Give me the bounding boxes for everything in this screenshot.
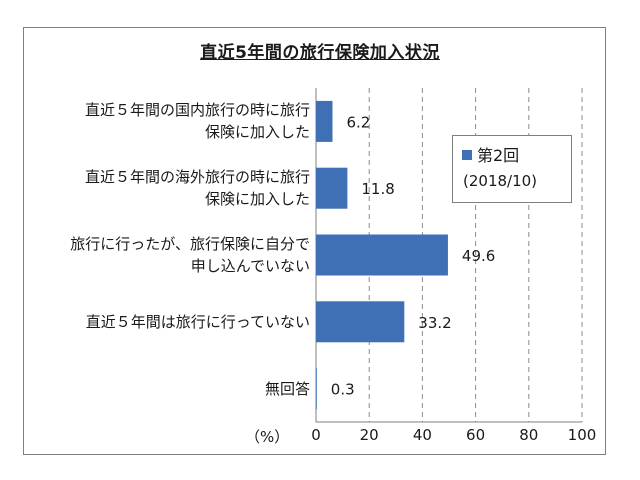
x-tick-label: 40 xyxy=(412,426,432,444)
legend-series-name: 第2回 xyxy=(477,146,520,165)
category-label: 直近５年間の海外旅行の時に旅行保険に加入した xyxy=(28,166,310,210)
category-label-line: 保険に加入した xyxy=(204,190,310,209)
bar xyxy=(316,234,448,276)
x-tick-label: 0 xyxy=(311,426,321,444)
category-label-line: 直近５年間の海外旅行の時に旅行 xyxy=(84,168,310,187)
category-label: 旅行に行ったが、旅行保険に自分で申し込んでいない xyxy=(28,233,310,277)
bar xyxy=(316,301,405,343)
category-label-line: 旅行に行ったが、旅行保険に自分で xyxy=(70,235,310,253)
category-label-line: 保険に加入した xyxy=(204,123,310,142)
category-label: 無回答 xyxy=(28,378,310,400)
x-tick-label: 100 xyxy=(567,426,597,444)
chart-frame xyxy=(23,27,606,455)
category-label-line: 申し込んでいない xyxy=(190,257,310,275)
bar xyxy=(316,100,333,142)
bar-value-label: 6.2 xyxy=(346,113,370,131)
legend: 第2回 (2018/10) xyxy=(452,135,572,203)
bar-value-label: 11.8 xyxy=(361,180,394,198)
chart-title: 直近5年間の旅行保険加入状況 xyxy=(200,43,440,63)
x-tick-label: 20 xyxy=(359,426,379,444)
bar-value-label: 49.6 xyxy=(462,247,495,265)
x-tick-label: 60 xyxy=(466,426,486,444)
category-label-line: 直近５年間は旅行に行っていない xyxy=(85,312,310,331)
bar-value-label: 33.2 xyxy=(418,314,451,332)
category-label-line: 直近５年間の国内旅行の時に旅行 xyxy=(84,101,310,120)
x-tick-label: 80 xyxy=(519,426,539,444)
category-label-line: 無回答 xyxy=(264,379,310,398)
category-label: 直近５年間は旅行に行っていない xyxy=(28,311,310,333)
x-axis-unit-label: （%） xyxy=(245,428,290,446)
legend-swatch xyxy=(462,150,472,160)
bar-value-label: 0.3 xyxy=(331,381,355,399)
bar xyxy=(316,368,317,410)
legend-series-period: (2018/10) xyxy=(463,172,538,190)
category-label: 直近５年間の国内旅行の時に旅行保険に加入した xyxy=(28,99,310,143)
bar xyxy=(316,167,348,209)
